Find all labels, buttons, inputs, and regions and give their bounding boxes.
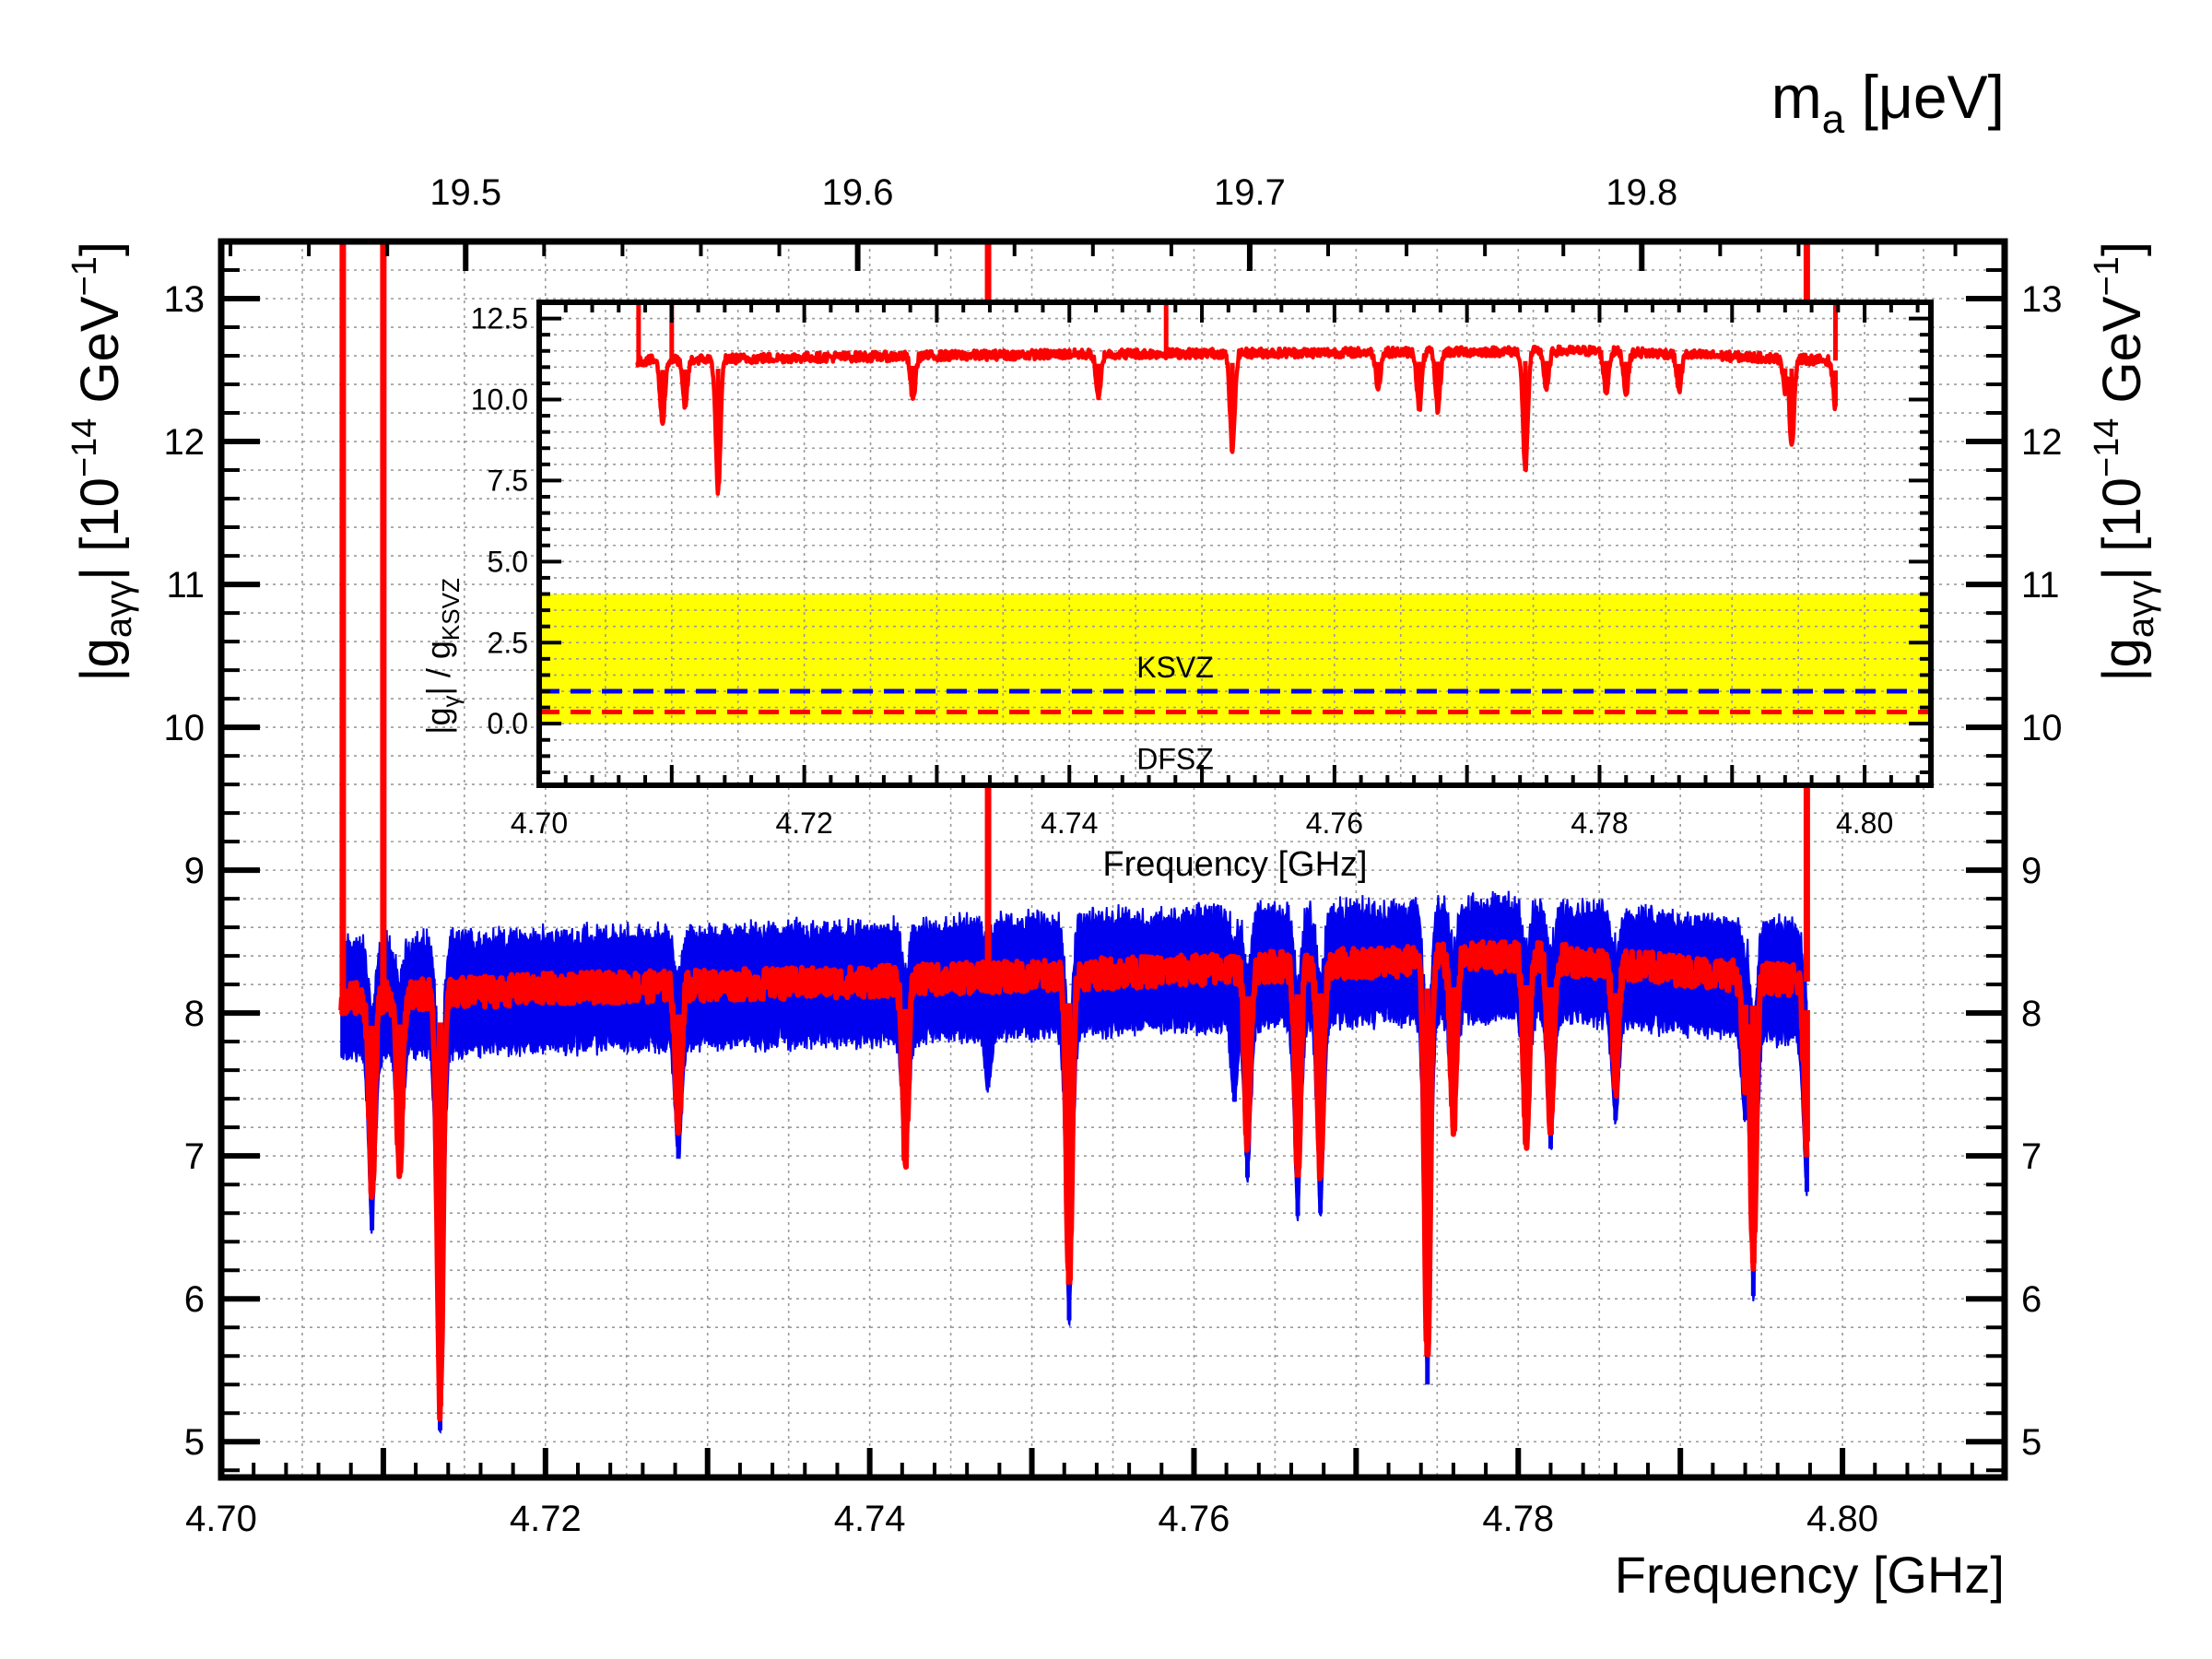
inset-x-axis-label: Frequency [GHz]	[1102, 845, 1367, 884]
top-tick-label: 19.8	[1606, 172, 1677, 213]
x-axis-label: Frequency [GHz]	[1615, 1546, 2005, 1604]
top-tick-label: 19.6	[822, 172, 894, 213]
y-axis-label-left: |gaγγ| [10−14 GeV−1]	[65, 241, 139, 681]
x-tick-label: 4.74	[834, 1499, 906, 1539]
main-y-axis: 5 5 6 6 7 7 8 8 9 9 10 10 11 11 12 12 13 13 |gaγγ| [10−14 …	[65, 240, 2161, 1473]
inset-x-tick-label: 4.74	[1041, 806, 1098, 840]
inset-x-tick-label: 4.80	[1836, 806, 1893, 840]
y-tick-label-right: 8	[2021, 994, 2041, 1034]
main-plot: 4.70 4.72 4.74 4.76 4.78 4.80 Frequency [GHz] 1…	[65, 63, 2161, 1604]
inset-red-line	[635, 344, 1838, 496]
x-tick-label: 4.78	[1482, 1499, 1554, 1539]
main-top-axis: 19.5 19.6 19.7 19.8 ma [μeV]	[229, 63, 2005, 271]
inset-y-axis-label: |gγ| / gKSVZ	[419, 578, 465, 735]
inset-y-tick-label: 12.5	[471, 302, 528, 335]
inset-series-group	[635, 302, 1838, 496]
y-axis-label-right: |gaγγ| [10−14 GeV−1]	[2088, 241, 2161, 681]
series-blue-band	[340, 890, 1808, 1434]
y-tick-label-left: 6	[184, 1279, 205, 1320]
y-tick-label-left: 8	[184, 994, 205, 1034]
y-tick-label-right: 9	[2021, 851, 2041, 891]
y-tick-label-left: 5	[184, 1422, 205, 1463]
inset-y-tick-label: 2.5	[488, 626, 528, 659]
inset-x-tick-label: 4.78	[1571, 806, 1628, 840]
x-tick-label: 4.70	[185, 1499, 257, 1539]
y-tick-label-left: 12	[164, 422, 206, 463]
main-frame	[218, 238, 2008, 1481]
y-tick-label-left: 13	[164, 279, 206, 320]
top-tick-label: 19.5	[429, 172, 501, 213]
main-x-axis: 4.70 4.72 4.74 4.76 4.78 4.80 Frequency [GHz]	[185, 1448, 2007, 1604]
y-tick-label-right: 10	[2021, 708, 2063, 748]
inset-y-tick-label: 7.5	[488, 464, 528, 497]
inset-y-tick-label: 0.0	[488, 707, 528, 740]
y-tick-label-right: 6	[2021, 1279, 2041, 1320]
y-tick-label-left: 11	[166, 565, 205, 606]
inset-x-tick-label: 4.76	[1306, 806, 1363, 840]
y-tick-label-right: 12	[2021, 422, 2063, 463]
top-tick-label: 19.7	[1214, 172, 1286, 213]
top-axis-label: ma [μeV]	[1771, 63, 2005, 142]
y-tick-label-right: 7	[2021, 1136, 2041, 1177]
y-tick-label-right: 11	[2021, 565, 2060, 606]
series-red-line	[338, 939, 1810, 1422]
x-tick-label: 4.80	[1806, 1499, 1878, 1539]
y-tick-label-right: 5	[2021, 1422, 2041, 1463]
y-tick-label-right: 13	[2021, 279, 2063, 320]
inset-y-tick-label: 5.0	[488, 545, 528, 578]
x-tick-label: 4.76	[1159, 1499, 1230, 1539]
inset-y-tick-label: 10.0	[471, 383, 528, 417]
inset-x-tick-label: 4.70	[511, 806, 568, 840]
inset-x-tick-label: 4.72	[775, 806, 832, 840]
y-tick-label-left: 10	[164, 708, 206, 748]
ksvz-label: KSVZ	[1136, 651, 1214, 684]
y-tick-label-left: 7	[184, 1136, 205, 1177]
y-tick-label-left: 9	[184, 851, 205, 891]
x-tick-label: 4.72	[510, 1499, 582, 1539]
inset-axes: 4.70 4.72 4.74 4.76 4.78 4.80 0.0 2.5 5.0 7.5 10.0…	[419, 300, 1931, 884]
